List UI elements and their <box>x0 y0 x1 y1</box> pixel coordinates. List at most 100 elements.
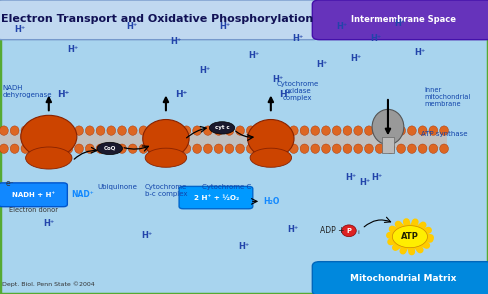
Ellipse shape <box>279 126 287 135</box>
Bar <box>0 132 447 148</box>
Text: cyt c: cyt c <box>215 125 229 131</box>
Text: H⁺: H⁺ <box>219 22 230 31</box>
Ellipse shape <box>418 144 427 153</box>
Ellipse shape <box>193 126 202 135</box>
Ellipse shape <box>214 144 223 153</box>
Ellipse shape <box>407 126 416 135</box>
Ellipse shape <box>107 144 116 153</box>
Text: H⁺: H⁺ <box>292 34 304 43</box>
Text: H⁺: H⁺ <box>350 54 362 63</box>
Ellipse shape <box>75 126 83 135</box>
Ellipse shape <box>429 144 438 153</box>
Ellipse shape <box>397 126 406 135</box>
Ellipse shape <box>64 144 73 153</box>
Text: H⁺: H⁺ <box>43 219 55 228</box>
Ellipse shape <box>279 144 287 153</box>
Ellipse shape <box>354 144 363 153</box>
Text: NADH + H⁺: NADH + H⁺ <box>12 192 55 198</box>
Ellipse shape <box>365 144 373 153</box>
Ellipse shape <box>322 126 330 135</box>
Ellipse shape <box>236 144 244 153</box>
Text: Mitochondrial Matrix: Mitochondrial Matrix <box>350 274 457 283</box>
Text: H⁺: H⁺ <box>336 22 347 31</box>
Text: Electron donor: Electron donor <box>9 207 58 213</box>
Text: H₂O: H₂O <box>264 197 280 206</box>
Text: H⁺: H⁺ <box>359 178 371 187</box>
Ellipse shape <box>225 126 234 135</box>
FancyBboxPatch shape <box>312 0 488 40</box>
Ellipse shape <box>407 144 416 153</box>
Ellipse shape <box>236 126 244 135</box>
Text: NADH
dehyrogenase: NADH dehyrogenase <box>2 86 52 98</box>
Ellipse shape <box>311 126 320 135</box>
Ellipse shape <box>128 126 137 135</box>
Ellipse shape <box>311 144 320 153</box>
Ellipse shape <box>214 126 223 135</box>
Ellipse shape <box>322 144 330 153</box>
Ellipse shape <box>85 144 94 153</box>
Ellipse shape <box>145 148 187 167</box>
FancyBboxPatch shape <box>312 262 488 294</box>
Ellipse shape <box>161 144 169 153</box>
Ellipse shape <box>332 144 341 153</box>
Text: H⁺: H⁺ <box>280 90 292 98</box>
Text: Cytochrome
b-c complex: Cytochrome b-c complex <box>144 184 187 197</box>
FancyBboxPatch shape <box>0 183 67 207</box>
Ellipse shape <box>143 119 189 158</box>
Ellipse shape <box>75 144 83 153</box>
Ellipse shape <box>32 126 41 135</box>
Text: ATP: ATP <box>401 232 419 241</box>
Text: H⁺: H⁺ <box>248 51 260 60</box>
Ellipse shape <box>268 126 277 135</box>
Text: Intermembrane Space: Intermembrane Space <box>351 15 456 24</box>
Text: H⁺: H⁺ <box>126 22 138 31</box>
Ellipse shape <box>440 126 448 135</box>
Text: H⁺: H⁺ <box>394 19 406 28</box>
Ellipse shape <box>343 126 352 135</box>
Ellipse shape <box>440 144 448 153</box>
Ellipse shape <box>20 115 77 158</box>
Ellipse shape <box>10 144 19 153</box>
Ellipse shape <box>21 126 30 135</box>
Ellipse shape <box>96 126 105 135</box>
FancyBboxPatch shape <box>179 186 253 209</box>
Text: Dept. Biol. Penn State ©2004: Dept. Biol. Penn State ©2004 <box>2 281 95 287</box>
Text: H⁺: H⁺ <box>371 173 383 182</box>
Ellipse shape <box>250 148 292 167</box>
FancyBboxPatch shape <box>0 0 320 40</box>
Ellipse shape <box>375 126 384 135</box>
Ellipse shape <box>21 144 30 153</box>
Text: i: i <box>357 230 359 235</box>
Ellipse shape <box>268 144 277 153</box>
Text: Inner
mitochondrial
membrane: Inner mitochondrial membrane <box>425 87 471 107</box>
Ellipse shape <box>42 144 51 153</box>
Ellipse shape <box>203 144 212 153</box>
Text: H⁺: H⁺ <box>175 90 187 98</box>
Ellipse shape <box>139 144 148 153</box>
Ellipse shape <box>128 144 137 153</box>
Text: H⁺: H⁺ <box>238 243 250 251</box>
Bar <box>382 137 394 153</box>
Ellipse shape <box>118 126 126 135</box>
Text: H⁺: H⁺ <box>414 49 426 57</box>
Ellipse shape <box>118 144 126 153</box>
Ellipse shape <box>372 109 404 145</box>
Ellipse shape <box>182 126 191 135</box>
Text: Cytochrome
oxidase
complex: Cytochrome oxidase complex <box>277 81 319 101</box>
Ellipse shape <box>161 126 169 135</box>
Text: H⁺: H⁺ <box>14 25 25 34</box>
Ellipse shape <box>225 144 234 153</box>
Text: H⁺: H⁺ <box>346 173 357 182</box>
Text: H⁺: H⁺ <box>67 46 79 54</box>
Ellipse shape <box>397 144 406 153</box>
Text: 2 H⁺ + ½O₂: 2 H⁺ + ½O₂ <box>194 195 239 201</box>
Ellipse shape <box>107 126 116 135</box>
Ellipse shape <box>42 126 51 135</box>
Text: P: P <box>346 228 351 234</box>
Ellipse shape <box>342 225 356 237</box>
Ellipse shape <box>193 144 202 153</box>
Ellipse shape <box>418 126 427 135</box>
Ellipse shape <box>32 144 41 153</box>
Ellipse shape <box>429 126 438 135</box>
Ellipse shape <box>150 126 159 135</box>
